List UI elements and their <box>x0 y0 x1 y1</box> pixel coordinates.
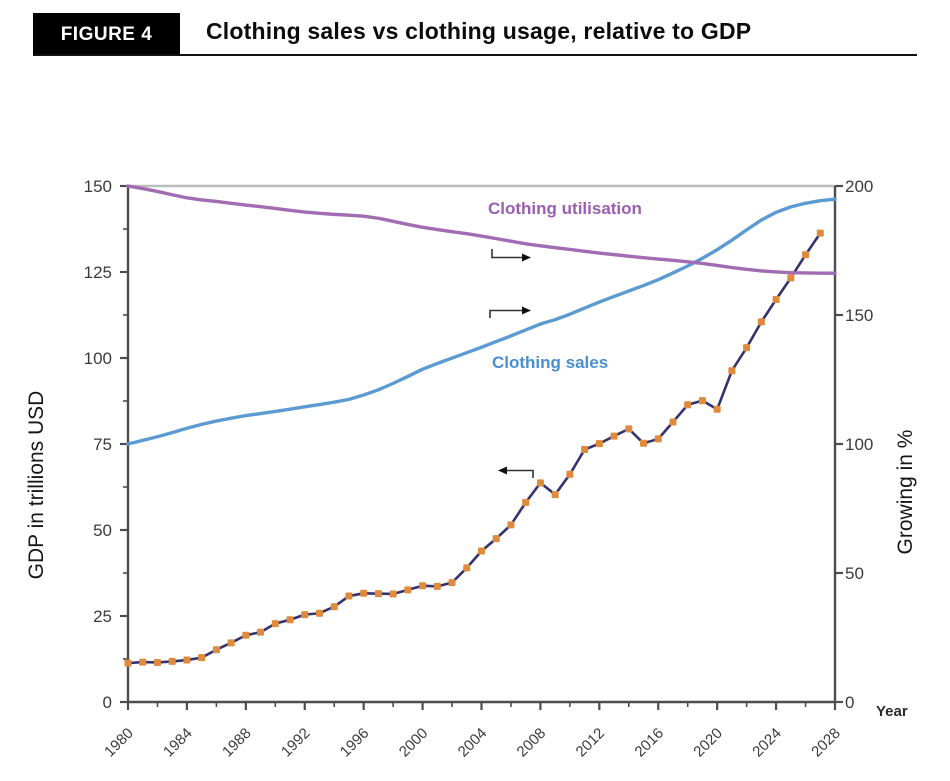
series-line-clothing-utilisation <box>126 184 837 275</box>
y-right-tick-label: 50 <box>845 564 864 583</box>
data-point-marker <box>183 656 191 664</box>
series-label-clothing-sales: Clothing sales <box>492 353 609 372</box>
sales-right-axis-arrow <box>489 309 523 318</box>
data-point-marker <box>330 603 338 611</box>
data-point-marker <box>816 229 824 237</box>
y-right-tick-label: 100 <box>845 435 873 454</box>
y-left-tick-label: 75 <box>93 435 112 454</box>
utilisation-right-axis-arrow <box>491 249 523 259</box>
y-axis-label-left: GDP in trillions USD <box>25 390 48 580</box>
y-left-tick-label: 125 <box>84 263 112 282</box>
x-tick-label: 2028 <box>808 725 844 761</box>
gdp-left-axis-arrowhead <box>498 466 507 475</box>
x-tick-label: 2004 <box>455 725 491 761</box>
data-point-marker <box>757 318 765 326</box>
data-point-marker <box>802 251 810 259</box>
x-tick-label: 2000 <box>396 725 432 761</box>
data-point-marker <box>139 658 147 666</box>
data-point-marker <box>507 521 515 529</box>
y-left-tick-label: 150 <box>84 177 112 196</box>
chart-canvas: 0 25 50 75 100 125 150 0 50 100 150 200 1980 1984 1988… <box>84 177 874 761</box>
gdp-left-axis-arrow <box>506 469 534 478</box>
data-point-marker <box>374 590 382 598</box>
y-right-tick-label: 150 <box>845 306 873 325</box>
data-point-marker <box>345 592 353 600</box>
data-point-marker <box>315 609 323 617</box>
data-point-marker <box>360 589 368 597</box>
data-point-marker <box>581 446 589 454</box>
series-label-clothing-utilisation: Clothing utilisation <box>488 199 642 218</box>
x-tick-label: 1996 <box>337 725 373 761</box>
y-left-tick-label: 25 <box>93 607 112 626</box>
figure-number-badge: FIGURE 4 <box>33 13 180 56</box>
data-point-marker <box>433 582 441 590</box>
data-point-marker <box>124 659 132 667</box>
data-point-marker <box>728 367 736 375</box>
data-point-marker <box>198 654 206 662</box>
x-tick-label: 2008 <box>514 725 550 761</box>
data-point-marker <box>478 547 485 555</box>
x-tick-label: 1992 <box>278 725 314 761</box>
data-point-marker <box>610 432 618 440</box>
data-point-marker <box>168 657 176 665</box>
x-tick-label: 2012 <box>573 725 609 761</box>
data-point-marker <box>536 479 544 487</box>
sales-right-axis-arrowhead <box>522 306 531 315</box>
x-tick-label: 2016 <box>631 725 667 761</box>
data-point-marker <box>654 435 662 443</box>
data-point-marker <box>625 425 633 433</box>
data-point-marker <box>389 590 397 598</box>
x-axis-label: Year <box>876 703 908 720</box>
series-line-clothing-sales <box>126 197 837 446</box>
y-right-tick-label: 0 <box>845 693 854 712</box>
y-left-tick-label: 0 <box>103 693 112 712</box>
utilisation-right-axis-arrowhead <box>522 253 531 262</box>
y-left-tick-label: 100 <box>84 349 112 368</box>
data-point-marker <box>448 579 456 587</box>
data-point-marker <box>595 440 603 448</box>
data-point-marker <box>743 344 751 352</box>
x-tick-label: 1988 <box>219 725 255 761</box>
data-point-marker <box>640 439 648 447</box>
data-point-marker <box>242 631 250 639</box>
series-line-gdp <box>126 231 822 665</box>
data-point-marker <box>522 498 530 506</box>
data-point-marker <box>419 582 427 590</box>
data-point-marker <box>684 401 692 409</box>
chart-area: 0 25 50 75 100 125 150 0 50 100 150 200 1980 1984 1988… <box>0 60 950 781</box>
header-rule <box>33 54 917 56</box>
figure-title: Clothing sales vs clothing usage, relati… <box>206 18 752 44</box>
data-point-marker <box>698 397 706 405</box>
data-point-marker <box>301 611 309 619</box>
data-point-marker <box>463 564 471 572</box>
data-point-marker <box>271 620 279 628</box>
data-point-marker <box>212 646 220 654</box>
x-tick-label: 2024 <box>749 725 785 761</box>
y-axis-label-right: Growing in % <box>894 429 917 555</box>
data-point-marker <box>551 491 559 499</box>
x-tick-label: 1980 <box>101 725 137 761</box>
data-point-marker <box>787 274 795 282</box>
x-tick-label: 1984 <box>160 725 196 761</box>
data-point-marker <box>713 405 721 413</box>
data-point-marker <box>257 628 265 636</box>
data-point-marker <box>566 470 574 478</box>
data-point-marker <box>153 658 161 666</box>
data-point-marker <box>772 296 780 304</box>
y-right-tick-label: 200 <box>845 177 873 196</box>
data-point-marker <box>404 586 412 594</box>
data-point-marker <box>227 639 235 647</box>
data-point-marker <box>669 418 677 426</box>
data-point-marker <box>286 616 294 624</box>
x-tick-label: 2020 <box>690 725 726 761</box>
data-point-marker <box>492 535 500 543</box>
figure-header: FIGURE 4 Clothing sales vs clothing usag… <box>0 0 950 60</box>
y-left-tick-label: 50 <box>93 521 112 540</box>
